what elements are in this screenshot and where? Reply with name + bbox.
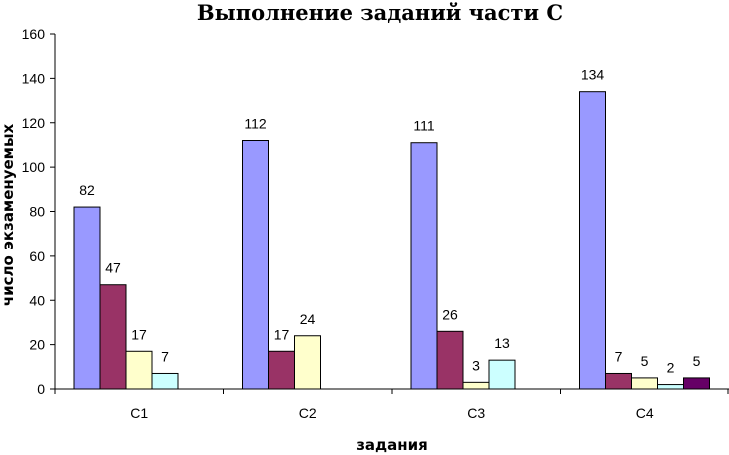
bar-C2-s1 [242, 140, 269, 390]
data-label: 17 [131, 326, 147, 342]
x-tick-label: C3 [467, 405, 485, 421]
data-label: 7 [615, 348, 623, 364]
y-tick-label: 0 [37, 381, 45, 397]
y-tick-label: 80 [29, 204, 45, 220]
data-label: 3 [472, 357, 480, 373]
bar-C3-s3 [462, 381, 490, 390]
bar-C4-s1 [579, 91, 606, 390]
bar-C3-s1 [410, 142, 438, 390]
bar-C4-s3 [631, 377, 658, 390]
bar-C3-s2 [436, 330, 464, 390]
x-axis-label: задания [356, 436, 428, 454]
x-tick-label: C1 [130, 405, 148, 421]
data-label: 112 [244, 116, 267, 132]
bar-C1-s3 [125, 350, 153, 390]
bar-C4-s2 [605, 372, 632, 390]
x-tick-label: C2 [299, 405, 317, 421]
bar-C1-s1 [73, 206, 101, 390]
y-tick-label: 60 [29, 248, 45, 264]
data-label: 47 [105, 260, 121, 276]
y-tick-label: 100 [22, 159, 46, 175]
bar-C2-s3 [294, 335, 321, 390]
data-label: 82 [79, 182, 95, 198]
x-tick-label: C4 [636, 405, 654, 421]
data-label: 17 [274, 326, 290, 342]
bar-C3-s4 [488, 359, 516, 390]
bar-C4-s5 [683, 377, 710, 390]
bar-C4-s4 [657, 384, 684, 390]
bar-C1-s2 [99, 284, 127, 390]
data-label: 26 [442, 306, 458, 322]
y-tick-label: 120 [22, 115, 46, 131]
x-axis-ticks: C1 C2 C3 C4 [54, 389, 729, 421]
data-label: 24 [300, 311, 316, 327]
y-tick-label: 40 [29, 292, 45, 308]
data-label: 5 [641, 353, 649, 369]
y-tick-label: 140 [22, 70, 46, 86]
data-label: 134 [581, 67, 605, 83]
data-label: 2 [667, 360, 675, 376]
data-labels: 82 47 17 7 112 17 24 111 26 3 13 134 7 5 2 5 [79, 67, 700, 376]
data-label: 111 [413, 118, 434, 134]
bar-C1-s4 [151, 372, 179, 390]
bar-C2-s2 [268, 350, 295, 390]
y-tick-label: 160 [22, 26, 46, 42]
chart-title: Выполнение заданий части С [197, 0, 563, 25]
bars-group [73, 91, 710, 390]
y-tick-label: 20 [29, 337, 45, 353]
data-label: 5 [693, 353, 701, 369]
data-label: 7 [161, 348, 169, 364]
y-axis-ticks: 0 20 40 60 80 100 120 140 160 [22, 26, 55, 397]
data-label: 13 [494, 335, 510, 351]
y-axis-label: число экзаменуемых [0, 123, 17, 306]
